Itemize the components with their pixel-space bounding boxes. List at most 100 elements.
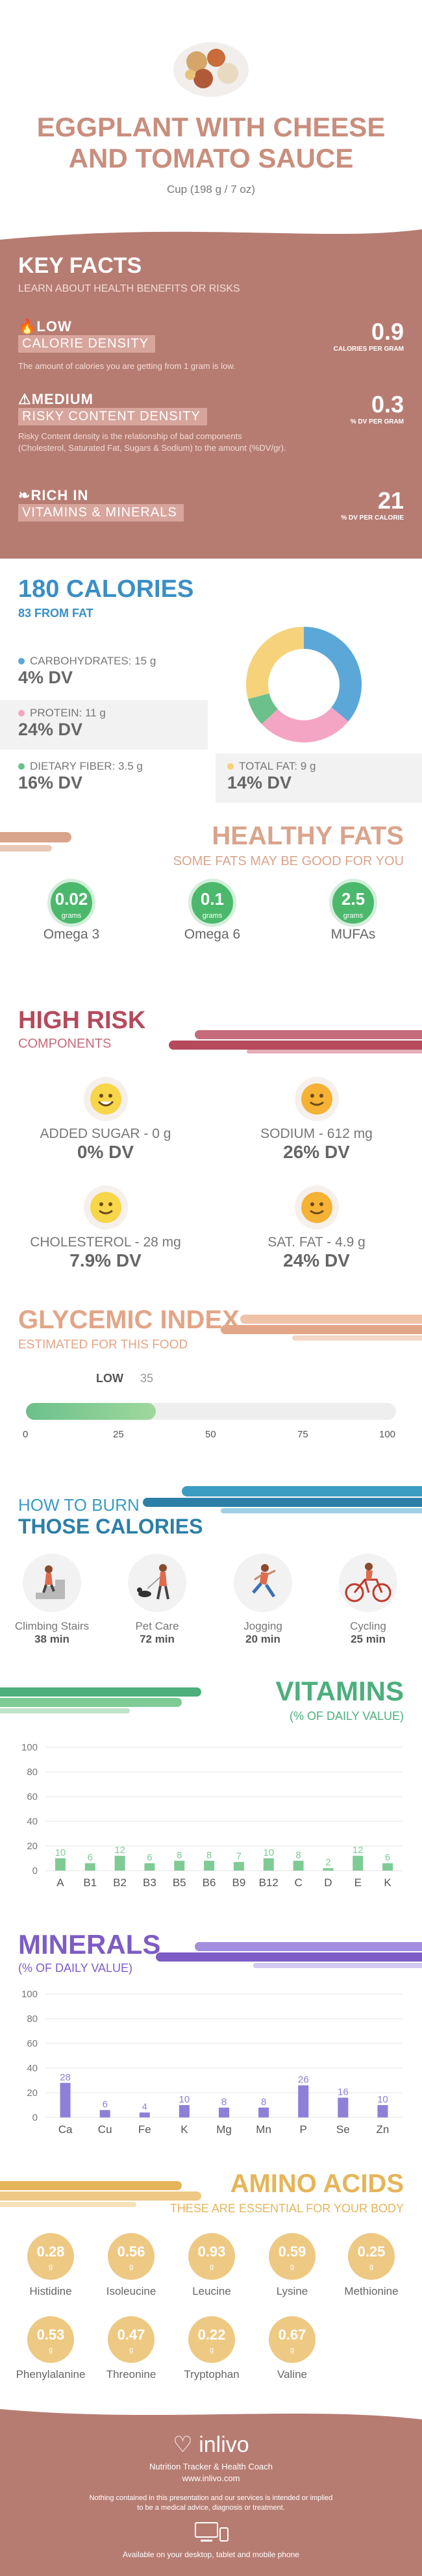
y-tick-label: 0 [32, 1865, 38, 1876]
y-tick-label: 60 [27, 2038, 38, 2049]
fat-item-unit: grams [343, 912, 364, 920]
bar-B2 [114, 1856, 125, 1871]
footer-available: Available on your desktop, tablet and mo… [123, 2550, 299, 2559]
bar-Se [338, 2097, 349, 2117]
medium-description-2: (Cholesterol, Saturated Fat, Sugars & So… [18, 443, 286, 453]
risky-density-value: 0.3 [371, 391, 404, 418]
bar-value-label: 12 [114, 1845, 125, 1856]
rich-unit: % DV PER CALORIE [341, 514, 404, 522]
fiber-block: DIETARY FIBER: 3.5 g 16% DV [18, 760, 143, 793]
high-risk-deco-stripes [169, 1030, 422, 1054]
amino-item-name: Leucine [192, 2285, 231, 2297]
amino-item-unit: g [129, 2263, 134, 2271]
x-tick-label: Zn [377, 2123, 390, 2136]
y-tick-label: 80 [27, 1767, 38, 1778]
medium-density-block: ⚠MEDIUM RISKY CONTENT DENSITY Risky Cont… [18, 391, 369, 454]
amino-item: 0.67 g Valine [251, 2316, 334, 2381]
healthy-fats-title: HEALTHY FATS [212, 822, 404, 850]
risk-item-label: CHOLESTEROL - 28 mg [30, 1235, 181, 1250]
bar-P [298, 2085, 309, 2117]
x-tick-label: D [324, 1876, 332, 1889]
vitamins-section: VITAMINS (% OF DAILY VALUE) 100 80 60 40 20 0… [0, 1676, 422, 1910]
amino-item-value: 0.67 [278, 2327, 306, 2343]
fat-label: TOTAL FAT: 9 g [239, 760, 316, 772]
amino-item: 0.25 g Methionine [330, 2233, 413, 2298]
key-facts-title: KEY FACTS [18, 253, 142, 278]
calories-donut-chart [246, 627, 362, 742]
fat-item-name: Omega 3 [43, 927, 100, 942]
amino-item-name: Isoleucine [106, 2285, 156, 2297]
fat-value: 14% DV [227, 773, 292, 792]
y-tick-label: 20 [27, 1841, 38, 1852]
carbs-dot [18, 658, 25, 664]
amino-subtitle: THESE ARE ESSENTIAL FOR YOUR BODY [169, 2202, 404, 2215]
amino-item-unit: g [209, 2346, 214, 2354]
risk-item: SAT. FAT - 4.9 g 24% DV [211, 1185, 422, 1271]
amino-item-unit: g [369, 2263, 374, 2271]
carbs-value: 4% DV [18, 668, 73, 687]
glycemic-title: GLYCEMIC INDEX [18, 1306, 240, 1334]
calorie-density-unit: CALORIES PER GRAM [333, 346, 404, 353]
amino-item-name: Threonine [106, 2368, 156, 2380]
fat-item: 0.1 grams Omega 6 [180, 879, 245, 942]
vitamins-deco-stripes [0, 1687, 201, 1713]
food-image [171, 36, 251, 101]
x-tick-label: K [180, 2123, 188, 2136]
footer-url[interactable]: www.inlivo.com [182, 2473, 240, 2483]
amino-deco-stripes [0, 2181, 201, 2207]
low-description: The amount of calories you are getting f… [18, 361, 236, 371]
vitamins-title: VITAMINS [275, 1676, 404, 1706]
bar-value-label: 8 [221, 2097, 227, 2108]
protein-dot [18, 710, 25, 716]
brand-name: inlivo [199, 2432, 249, 2457]
burn-title-1: HOW TO BURN [18, 1495, 140, 1515]
x-tick-label: B2 [113, 1876, 127, 1889]
smiley-icon [90, 1083, 121, 1115]
y-tick-label: 40 [27, 1816, 38, 1827]
burn-activities: Climbing Stairs 38 min Pet Care 72 min J… [0, 1554, 422, 1651]
glycemic-value: 35 [140, 1372, 154, 1385]
x-tick-label: B12 [259, 1876, 279, 1889]
minerals-section: MINERALS (% OF DAILY VALUE) 100 80 60 40 20 0… [0, 1923, 422, 2156]
bar-B9 [233, 1862, 244, 1871]
bar-B6 [204, 1860, 215, 1871]
amino-item: 0.28 g Histidine [9, 2233, 92, 2298]
y-tick-label: 40 [27, 2063, 38, 2074]
x-tick-label: B1 [83, 1876, 97, 1889]
x-tick-label: K [384, 1876, 391, 1889]
amino-item-value: 0.25 [357, 2243, 386, 2260]
bar-B3 [144, 1863, 155, 1871]
leaf-icon: ❧ [18, 487, 31, 503]
activity-label: Pet Care [135, 1620, 179, 1632]
amino-item-name: Methionine [344, 2285, 399, 2297]
donut-slice-fiber [247, 693, 279, 724]
fat-item-name: Omega 6 [184, 927, 241, 942]
activity-value: 72 min [140, 1633, 175, 1645]
key-facts-section: KEY FACTS LEARN ABOUT HEALTH BENEFITS OR… [0, 220, 422, 559]
bar-value-label: 6 [88, 1852, 93, 1863]
amino-item-unit: g [48, 2346, 53, 2354]
stairs-icon [23, 1554, 81, 1612]
donut-slice-carbs [303, 627, 362, 722]
fat-item: 2.5 grams MUFAs [321, 879, 386, 942]
bar-D [323, 1868, 334, 1871]
calorie-density-value: 0.9 [371, 318, 404, 345]
smiley-icon [301, 1192, 332, 1223]
amino-item-name: Histidine [29, 2285, 72, 2297]
risky-density-label: RISKY CONTENT DENSITY [18, 408, 207, 425]
x-tick-label: E [354, 1876, 362, 1889]
calories-title: 180 CALORIES [18, 575, 194, 603]
warning-icon: ⚠ [18, 391, 32, 407]
amino-item-name: Lysine [276, 2285, 308, 2297]
bar-B12 [263, 1858, 274, 1871]
risk-item: ADDED SUGAR - 0 g 0% DV [0, 1077, 211, 1163]
fat-item-value: 0.1 [200, 889, 225, 909]
bar-value-label: 8 [177, 1850, 182, 1861]
bar-value-label: 10 [263, 1847, 274, 1858]
bar-value-label: 7 [236, 1851, 242, 1862]
carbs-label: CARBOHYDRATES: 15 g [30, 655, 156, 667]
activity-item: Pet Care 72 min [112, 1554, 203, 1646]
bar-K [382, 1863, 393, 1871]
risk-item-value: 7.9% DV [69, 1250, 142, 1270]
x-tick-label: B6 [203, 1876, 216, 1889]
